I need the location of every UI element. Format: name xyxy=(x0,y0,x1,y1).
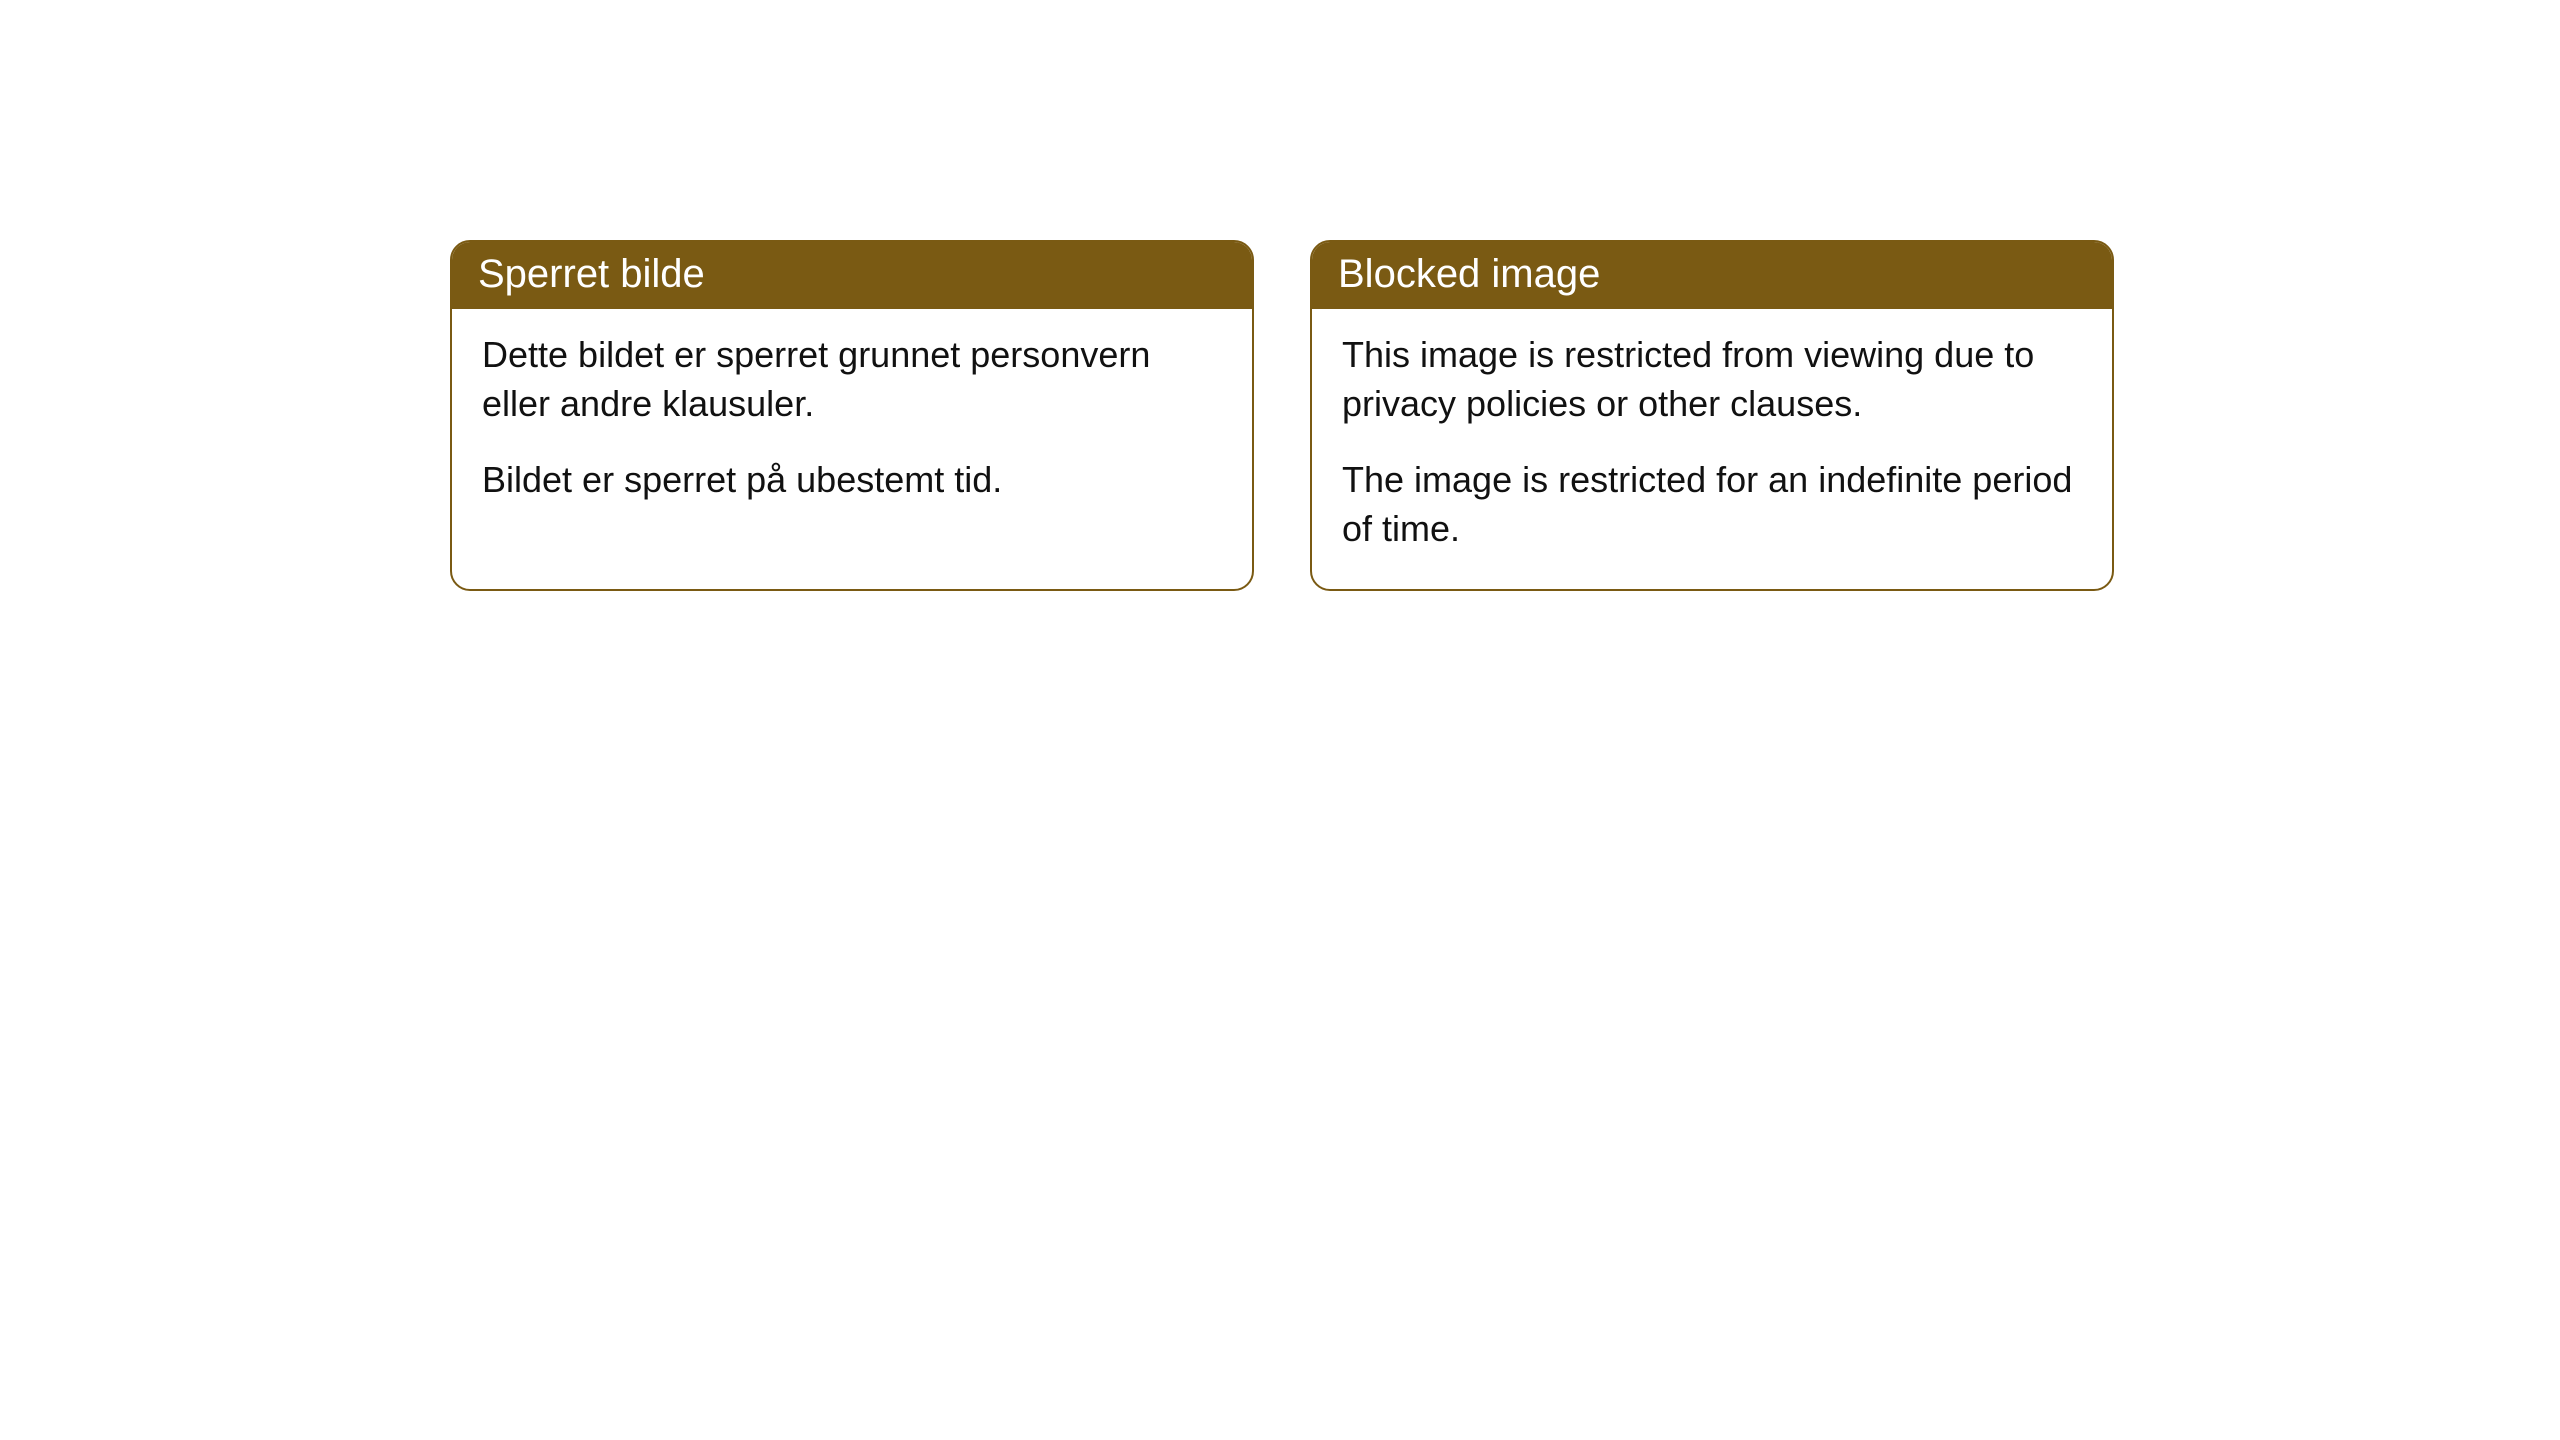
notice-card-english: Blocked image This image is restricted f… xyxy=(1310,240,2114,591)
notice-card-title-norwegian: Sperret bilde xyxy=(452,242,1252,309)
notice-paragraph-2: Bildet er sperret på ubestemt tid. xyxy=(482,456,1222,505)
notice-card-norwegian: Sperret bilde Dette bildet er sperret gr… xyxy=(450,240,1254,591)
notice-paragraph-1: This image is restricted from viewing du… xyxy=(1342,331,2082,428)
notice-card-body-norwegian: Dette bildet er sperret grunnet personve… xyxy=(452,309,1252,541)
notice-card-title-english: Blocked image xyxy=(1312,242,2112,309)
notice-paragraph-1: Dette bildet er sperret grunnet personve… xyxy=(482,331,1222,428)
notice-paragraph-2: The image is restricted for an indefinit… xyxy=(1342,456,2082,553)
notice-cards-container: Sperret bilde Dette bildet er sperret gr… xyxy=(450,240,2114,591)
notice-card-body-english: This image is restricted from viewing du… xyxy=(1312,309,2112,589)
